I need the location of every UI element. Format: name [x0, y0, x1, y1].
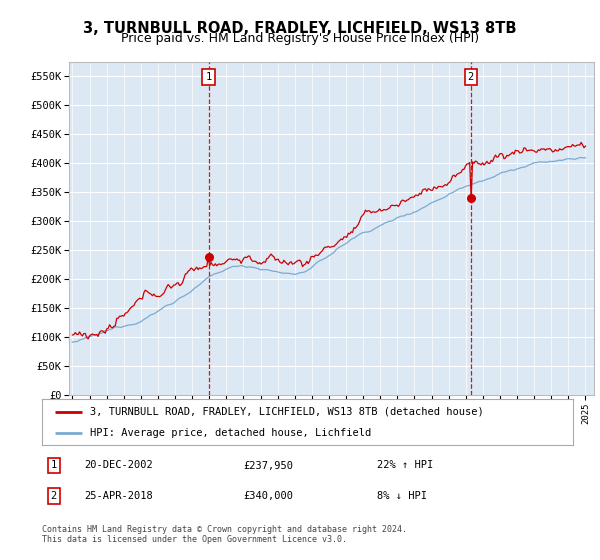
Text: £340,000: £340,000: [244, 491, 294, 501]
Text: 1: 1: [205, 72, 212, 82]
Text: 22% ↑ HPI: 22% ↑ HPI: [377, 460, 433, 470]
Text: 8% ↓ HPI: 8% ↓ HPI: [377, 491, 427, 501]
Text: 25-APR-2018: 25-APR-2018: [85, 491, 153, 501]
Text: Price paid vs. HM Land Registry's House Price Index (HPI): Price paid vs. HM Land Registry's House …: [121, 32, 479, 45]
Text: 2: 2: [467, 72, 474, 82]
Text: £237,950: £237,950: [244, 460, 294, 470]
Text: 3, TURNBULL ROAD, FRADLEY, LICHFIELD, WS13 8TB: 3, TURNBULL ROAD, FRADLEY, LICHFIELD, WS…: [83, 21, 517, 36]
Text: 1: 1: [50, 460, 57, 470]
Text: HPI: Average price, detached house, Lichfield: HPI: Average price, detached house, Lich…: [90, 428, 371, 438]
Text: Contains HM Land Registry data © Crown copyright and database right 2024.
This d: Contains HM Land Registry data © Crown c…: [42, 525, 407, 544]
Text: 2: 2: [50, 491, 57, 501]
Text: 20-DEC-2002: 20-DEC-2002: [85, 460, 153, 470]
Text: 3, TURNBULL ROAD, FRADLEY, LICHFIELD, WS13 8TB (detached house): 3, TURNBULL ROAD, FRADLEY, LICHFIELD, WS…: [90, 407, 484, 417]
